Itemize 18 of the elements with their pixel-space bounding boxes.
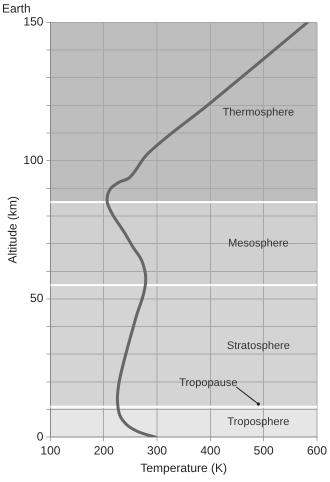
y-tick-label: 150 [23, 14, 44, 29]
x-tick-label: 400 [200, 444, 221, 458]
x-tick-label: 300 [147, 444, 168, 458]
y-tick-label: 0 [36, 430, 44, 444]
band-label: Stratosphere [226, 340, 290, 352]
x-axis-title: Temperature (K) [140, 461, 228, 476]
band-label: Thermosphere [222, 106, 294, 118]
band-label: Mesosphere [228, 238, 289, 250]
x-tick-label: 600 [306, 444, 328, 458]
y-tick-label: 50 [30, 291, 44, 306]
x-tick-label: 100 [40, 444, 61, 458]
chart-title: Earth [2, 2, 31, 16]
x-tick-label: 500 [254, 444, 274, 458]
y-axis-title: Altitude (km) [6, 196, 20, 264]
x-tick-label: 200 [94, 444, 114, 458]
y-tick-label: 100 [23, 152, 44, 167]
band-label: Troposphere [227, 416, 290, 428]
annotation: Tropopause [179, 377, 238, 390]
